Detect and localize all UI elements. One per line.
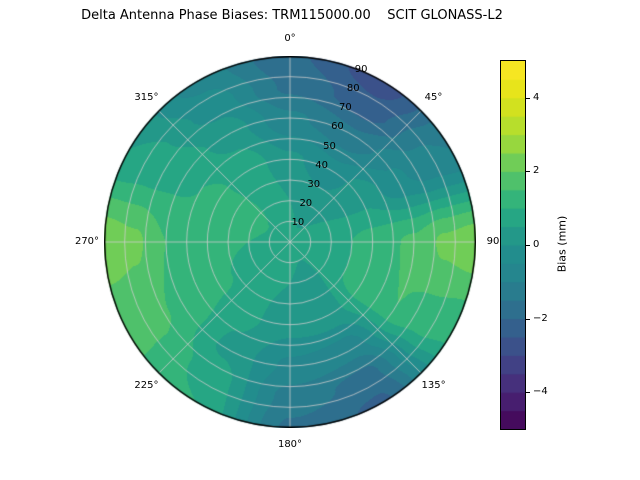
radial-tick-label: 40	[315, 159, 328, 171]
radial-tick-label: 50	[323, 140, 336, 152]
colorbar-tick-label: 2	[533, 165, 540, 177]
azimuth-tick-label: 180°	[277, 439, 303, 450]
radial-tick-label: 10	[291, 216, 305, 228]
colorbar-tick-mark	[526, 318, 530, 320]
azimuth-tick-label: 315°	[134, 92, 159, 104]
radial-tick-label: 70	[338, 102, 352, 114]
azimuth-tick-label: 225°	[134, 379, 159, 391]
radial-tick-label: 60	[331, 121, 344, 133]
azimuth-tick-label: 45°	[424, 92, 443, 104]
azimuth-tick-label: 135°	[421, 379, 446, 391]
colorbar-tick-mark	[526, 97, 530, 99]
colorbar-gradient-canvas	[500, 60, 526, 430]
colorbar-tick-mark	[526, 392, 530, 394]
chart-title: Delta Antenna Phase Biases: TRM115000.00…	[81, 8, 503, 23]
azimuth-tick-label: 90	[486, 236, 500, 247]
azimuth-tick-label: 0°	[284, 33, 296, 44]
radial-tick-label: 80	[346, 83, 360, 95]
radial-tick-label: 30	[307, 178, 321, 190]
colorbar-tick-mark	[526, 245, 530, 246]
colorbar-tick-label: 4	[533, 91, 540, 103]
azimuth-tick-label: 270°	[74, 236, 100, 247]
colorbar-tick-label: −2	[533, 312, 548, 324]
polar-plot: 10 20 30 40 50 60 70 80 90 0° 45° 90 135° 180° 225° 270…	[75, 34, 499, 450]
radial-tick-label: 90	[354, 64, 368, 76]
colorbar-tick-label: 0	[533, 239, 540, 250]
colorbar-tick-label: −4	[533, 386, 548, 398]
colorbar-label: Bias (mm)	[555, 215, 569, 273]
radial-tick-label: 20	[299, 197, 313, 209]
colorbar: 4 2 0 −2 −4 Bias (mm)	[500, 60, 590, 430]
polar-contour-canvas	[104, 56, 476, 428]
colorbar-tick-mark	[526, 171, 530, 173]
